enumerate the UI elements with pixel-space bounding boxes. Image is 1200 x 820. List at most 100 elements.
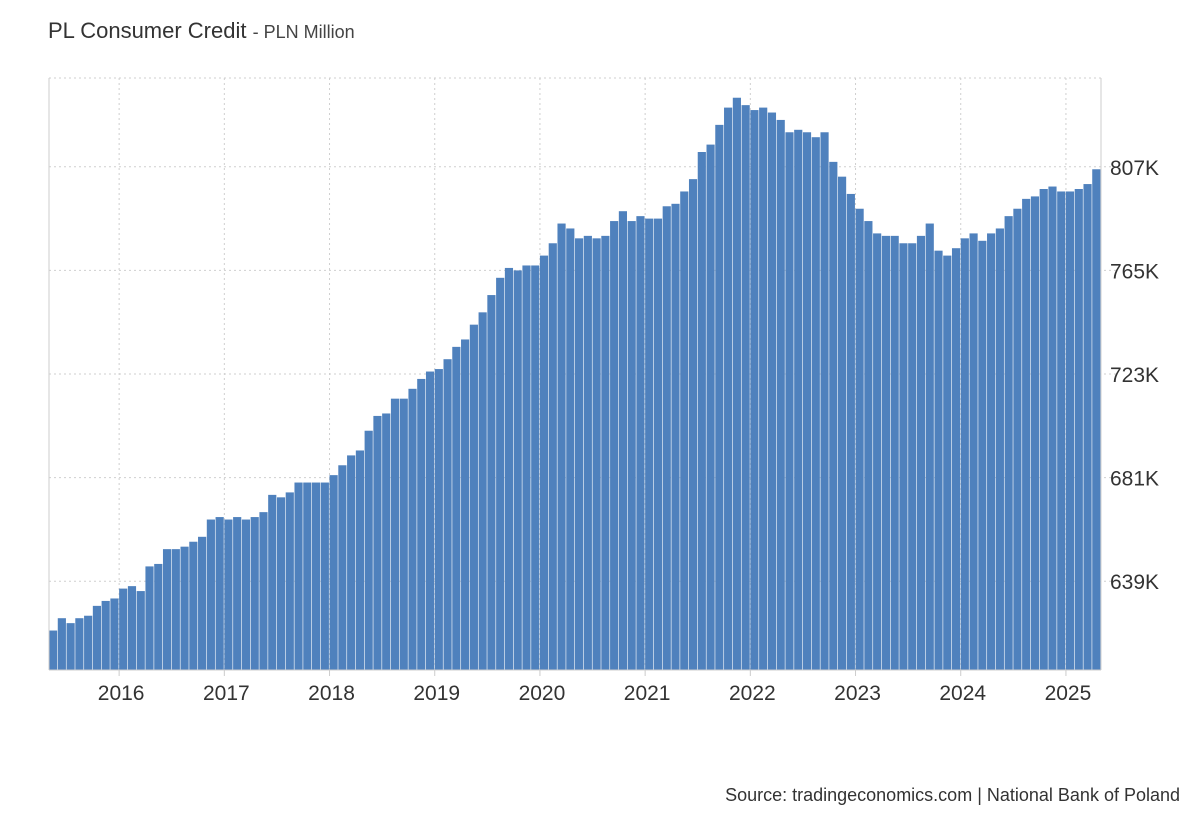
bar	[1074, 189, 1083, 670]
bar	[653, 218, 663, 670]
bar	[198, 536, 207, 670]
bar	[557, 223, 566, 671]
x-tick-label: 2020	[519, 682, 566, 705]
x-tick-label: 2016	[98, 682, 145, 705]
x-tick-label: 2019	[413, 682, 460, 705]
bar	[399, 398, 408, 670]
y-tick-label: 681K	[1110, 468, 1159, 491]
bar	[767, 112, 777, 671]
bar	[1030, 196, 1040, 670]
bar	[162, 549, 172, 670]
bar	[119, 588, 128, 670]
bar	[92, 605, 101, 670]
bar	[680, 191, 689, 670]
bar	[171, 549, 180, 670]
bar	[1092, 169, 1101, 670]
bar	[408, 388, 417, 670]
bar	[469, 324, 478, 670]
bar	[1057, 191, 1066, 670]
bar	[864, 221, 873, 671]
bar	[671, 203, 680, 671]
bar	[776, 119, 785, 670]
bar	[890, 235, 899, 670]
label-layer: 639K 681K 723K 765K 807K 2016 2017 2018 2019 2020…	[98, 157, 1159, 705]
bar	[145, 566, 154, 670]
y-tick-label: 639K	[1110, 571, 1159, 594]
bar	[899, 243, 908, 670]
bar	[925, 223, 934, 671]
chart-subtitle: - PLN Million	[252, 22, 355, 42]
bar	[434, 369, 443, 670]
chart-plot: 639K 681K 723K 765K 807K 2016 2017 2018 2019 2020…	[48, 77, 1159, 705]
bar-layer	[49, 97, 1101, 671]
x-tick-label: 2024	[939, 682, 986, 705]
bar	[575, 238, 584, 671]
chart-title: PL Consumer Credit - PLN Million	[48, 18, 355, 44]
bar	[1013, 208, 1022, 670]
bar	[934, 250, 943, 670]
bar	[285, 492, 294, 670]
y-tick-label: 807K	[1110, 157, 1159, 180]
bar	[1004, 216, 1013, 670]
bar	[294, 482, 303, 670]
bar	[838, 176, 847, 670]
bar	[741, 105, 750, 671]
bar	[66, 623, 75, 670]
axis-layer	[48, 78, 1102, 676]
bar	[662, 206, 671, 670]
bar	[978, 240, 987, 671]
bar	[57, 618, 66, 670]
bar	[1065, 191, 1075, 670]
x-tick-label: 2025	[1045, 682, 1092, 705]
bar	[697, 152, 706, 670]
bar	[180, 546, 189, 670]
bar	[101, 600, 110, 670]
bar	[355, 450, 364, 670]
bar	[610, 221, 619, 671]
bar	[215, 517, 224, 670]
x-tick-label: 2023	[834, 682, 881, 705]
x-tick-label: 2022	[729, 682, 776, 705]
bar	[49, 630, 58, 670]
bar	[276, 497, 286, 670]
bar	[951, 248, 961, 670]
bar	[548, 243, 557, 670]
bar	[382, 413, 391, 670]
bar	[732, 97, 741, 670]
bar	[443, 359, 452, 670]
bar	[645, 218, 654, 670]
bar	[995, 228, 1004, 670]
y-tick-label: 723K	[1110, 364, 1159, 387]
bar	[478, 312, 487, 670]
bar	[873, 233, 882, 670]
bar	[916, 235, 926, 670]
bar	[250, 517, 259, 670]
bar	[338, 465, 347, 670]
bar	[347, 455, 356, 670]
bar	[206, 519, 215, 670]
bar	[627, 221, 636, 671]
bar	[224, 519, 233, 670]
bar	[706, 144, 715, 671]
bar	[855, 208, 864, 670]
bar	[364, 430, 373, 670]
x-tick-label: 2021	[624, 682, 671, 705]
bar	[566, 228, 575, 670]
bar	[943, 255, 952, 670]
bar	[802, 132, 812, 670]
bar	[636, 216, 645, 670]
bar	[241, 519, 251, 670]
bar	[811, 137, 820, 670]
bar	[601, 235, 610, 670]
source-note: Source: tradingeconomics.com | National …	[725, 785, 1180, 805]
bar	[1048, 186, 1057, 671]
bar	[618, 211, 627, 670]
bar	[513, 270, 522, 670]
bar	[846, 193, 855, 670]
bar	[715, 124, 724, 670]
x-tick-label: 2018	[308, 682, 355, 705]
chart-title-main: PL Consumer Credit	[48, 18, 247, 43]
bar	[373, 415, 382, 670]
bar	[829, 161, 838, 670]
bar	[969, 233, 978, 670]
